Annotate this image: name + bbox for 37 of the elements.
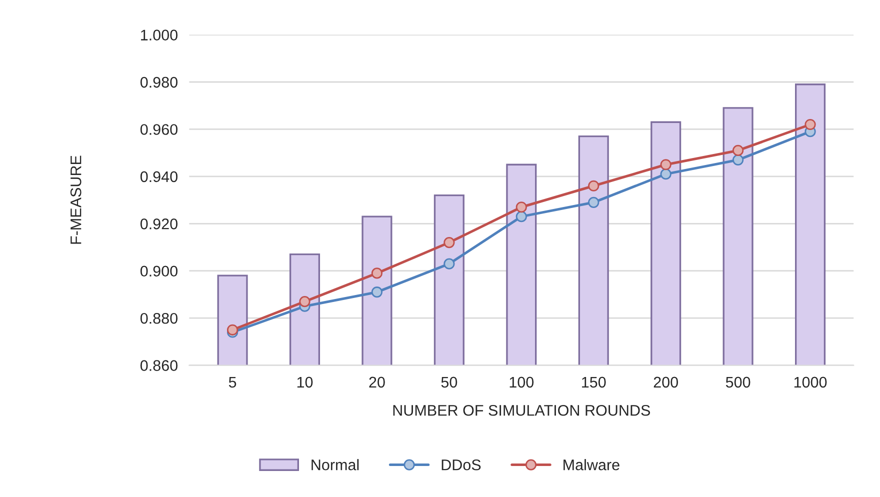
- y-tick-label: 0.960: [140, 124, 178, 135]
- legend-label: DDoS: [442, 459, 481, 470]
- point: [444, 236, 455, 248]
- point: [371, 286, 383, 298]
- y-tick-label: 0.920: [140, 218, 178, 230]
- point: [516, 211, 527, 222]
- y-tick-label: 1.000: [141, 30, 178, 40]
- point: [660, 159, 672, 170]
- point: [516, 202, 527, 213]
- x-axis-title: NUMBER OF SIMULATION ROUNDS: [393, 404, 650, 416]
- point: [732, 144, 744, 156]
- y-tick-label: 0.980: [140, 76, 178, 88]
- y-tick-label: 0.940: [140, 171, 178, 182]
- point: [371, 268, 383, 279]
- point: [804, 118, 816, 130]
- legend-label: Normal: [312, 459, 359, 470]
- x-tick-label: 500: [726, 376, 750, 388]
- y-tick-label: 0.860: [140, 360, 178, 371]
- y-axis-title: F-MEASURE: [70, 156, 82, 244]
- point: [226, 324, 238, 336]
- x-tick-label: 1000: [794, 376, 827, 388]
- x-tick-label: 200: [654, 376, 678, 388]
- x-tick-label: 10: [297, 376, 313, 388]
- y-tick-label: 0.900: [140, 266, 178, 277]
- legend-label: Malware: [564, 459, 620, 470]
- point: [588, 180, 600, 192]
- point: [588, 196, 600, 208]
- x-tick-label: 50: [441, 376, 458, 388]
- x-tick-label: 20: [369, 376, 385, 388]
- x-tick-label: 100: [510, 376, 534, 388]
- point: [660, 168, 672, 180]
- y-tick-label: 0.880: [140, 312, 178, 324]
- x-tick-label: 5: [228, 376, 236, 388]
- point: [444, 258, 455, 270]
- point: [732, 154, 744, 166]
- point: [299, 296, 310, 308]
- x-tick-label: 150: [582, 376, 606, 388]
